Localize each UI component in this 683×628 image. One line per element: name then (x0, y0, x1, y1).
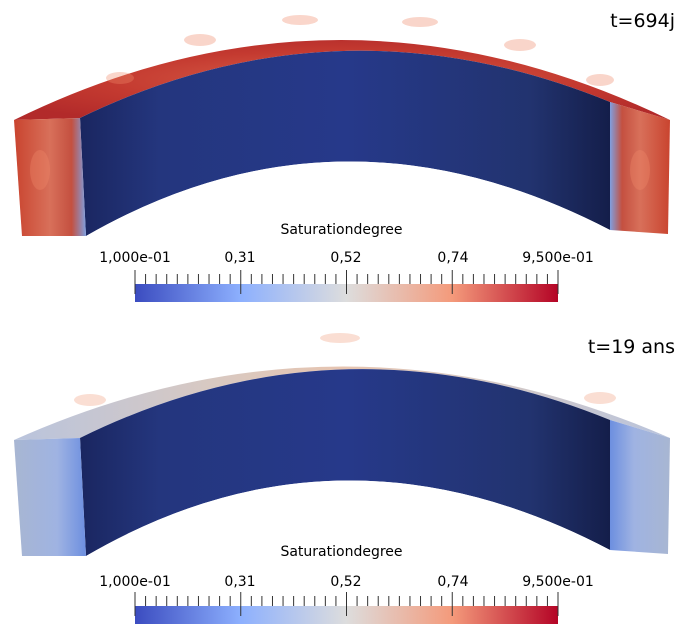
colorbar-title: Saturationdegree (280, 544, 403, 560)
time-label: t=694j (610, 10, 675, 32)
panel-bottom: t=19 ans Saturationdegree 1,000e-01 0,31… (0, 314, 683, 628)
colorbar-tick-label: 1,000e-01 (99, 574, 171, 590)
colorbar-tick-label: 0,52 (330, 250, 362, 266)
colorbar-tick-label: 0,31 (224, 574, 256, 590)
inner-wall (80, 369, 610, 556)
left-cut-face (14, 438, 86, 556)
ring-render-top (14, 15, 670, 236)
ring-top-surface (14, 366, 670, 440)
ring-render-bottom (14, 333, 670, 560)
panel-top: t=694j Saturationdegree 1,000e-01 0,31 0… (14, 10, 675, 302)
right-cut-face (610, 420, 670, 554)
colorbar-tick-label: 1,000e-01 (99, 250, 171, 266)
colorbar-tick-label: 0,74 (437, 250, 469, 266)
right-cut-face (610, 102, 670, 234)
colorbar-tick-label: 9,500e-01 (522, 574, 594, 590)
colorbar-title: Saturationdegree (280, 222, 403, 238)
time-label: t=19 ans (587, 336, 675, 358)
colorbar-tick-label: 0,52 (330, 574, 362, 590)
ring-top-surface (14, 40, 670, 120)
inner-wall (80, 50, 610, 236)
left-cut-face (14, 118, 86, 236)
colorbar-tick-label: 0,74 (437, 574, 469, 590)
colorbar-tick-label: 0,31 (224, 250, 256, 266)
colorbar-tick-label: 9,500e-01 (522, 250, 594, 266)
